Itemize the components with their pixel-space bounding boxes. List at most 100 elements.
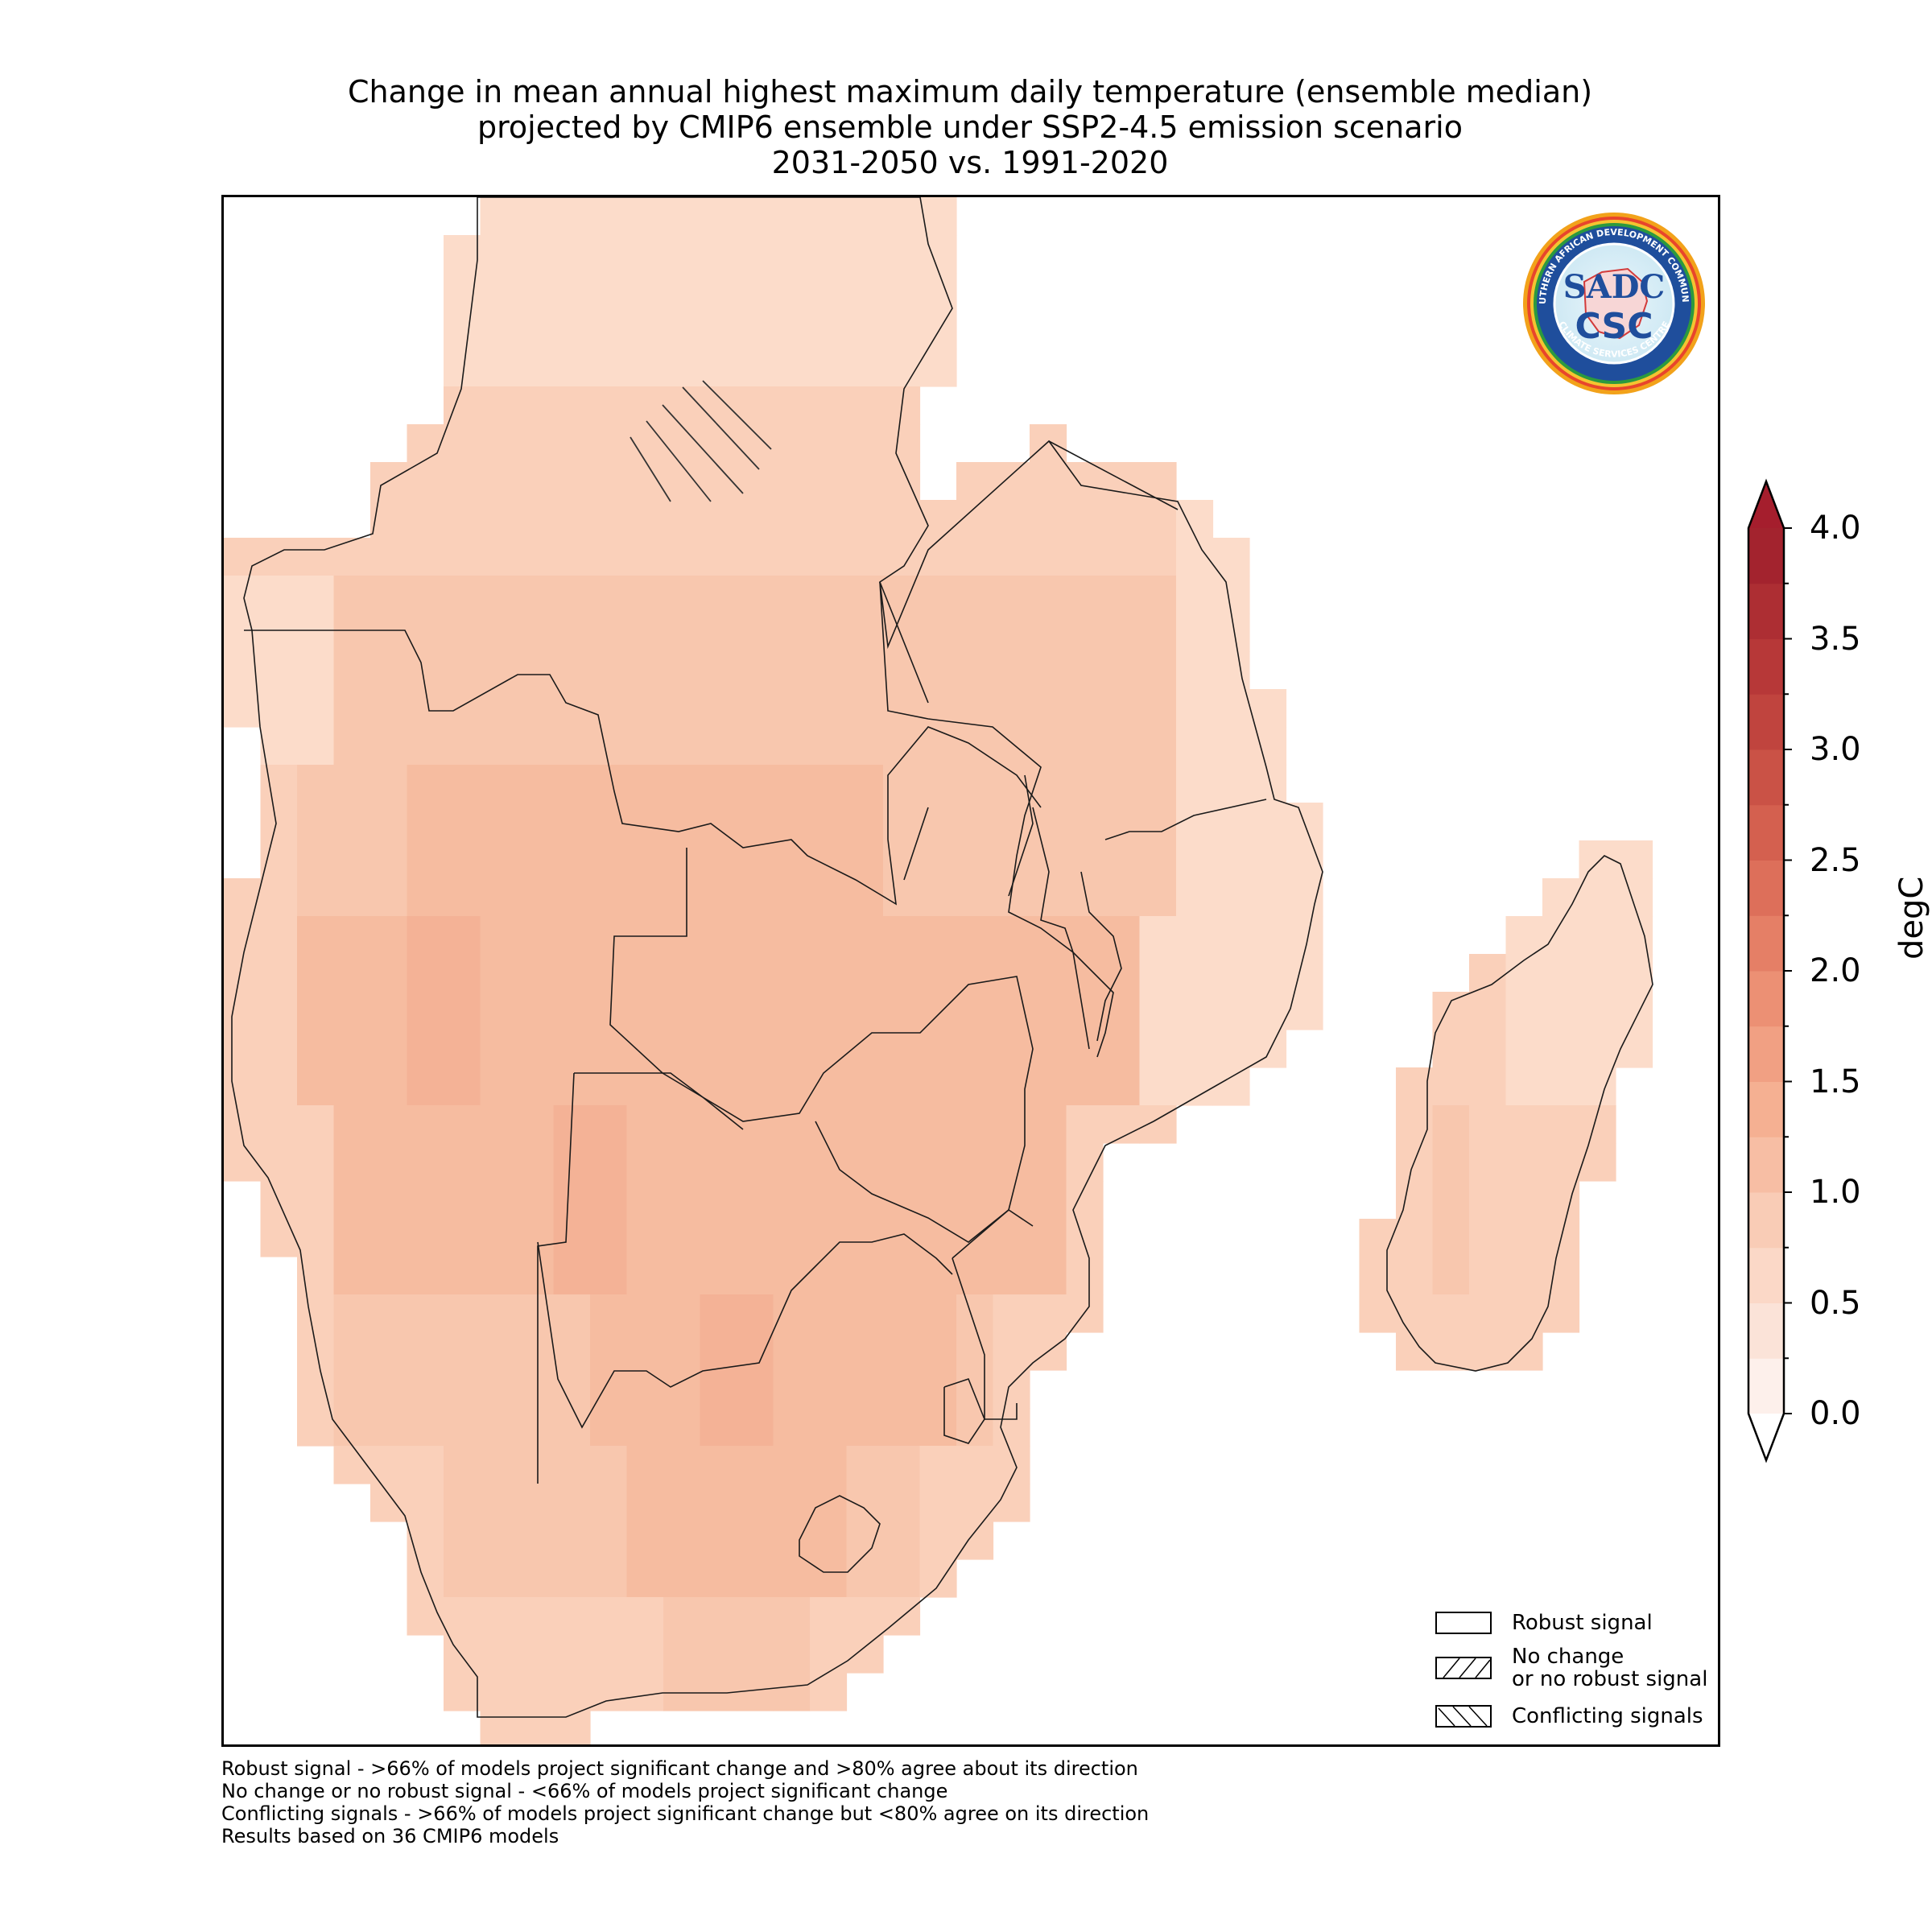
grid-cell [444,1294,481,1333]
grid-cell [370,992,408,1030]
grid-cell [407,1597,444,1636]
grid-cell [480,1105,518,1144]
grid-cell [517,613,555,652]
grid-cell [1030,1067,1067,1106]
grid-cell [224,689,262,728]
grid-cell [993,1257,1030,1295]
grid-cell [297,954,335,993]
grid-cell [846,840,884,879]
legend-no-change-line1: No change [1512,1645,1624,1669]
grid-cell [1066,954,1104,993]
grid-cell [883,1181,921,1220]
grid-cell [297,1067,335,1106]
grid-cell [810,1635,848,1674]
grid-cell [370,1219,408,1257]
grid-cell [737,538,774,576]
grid-cell [517,954,555,993]
grid-cell [810,311,848,349]
grid-cell [297,1294,335,1333]
grid-cell [1249,727,1287,766]
grid-cell [773,576,811,614]
grid-cell [480,538,518,576]
grid-cell [626,1143,664,1182]
grid-cell [700,765,737,803]
grid-cell [810,1030,848,1068]
legend-no-change-swatch [1435,1657,1492,1679]
grid-cell [1066,651,1104,690]
grid-cell [444,613,481,652]
grid-cell [553,840,591,879]
grid-cell [407,1521,444,1560]
grid-cell [1176,878,1214,917]
grid-cell [297,992,335,1030]
grid-cell [846,1219,884,1257]
grid-cell [553,1219,591,1257]
grid-cell [626,1030,664,1068]
grid-cell [480,803,518,841]
grid-cell [737,273,774,312]
grid-cell [626,1332,664,1371]
grid-cell [626,651,664,690]
grid-cell [1139,1030,1177,1068]
grid-cell [444,840,481,879]
grid-cell [773,1105,811,1144]
grid-cell [517,1257,555,1295]
grid-cell [590,349,628,387]
grid-cell [590,500,628,539]
grid-cell [1432,1219,1470,1257]
grid-cell [480,235,518,274]
grid-cell [1103,500,1141,539]
grid-cell [407,1219,444,1257]
colorbar-tick-label: 2.0 [1810,952,1861,989]
grid-cell [480,1143,518,1182]
grid-cell [810,1408,848,1447]
country-border [244,630,897,906]
grid-cell [956,651,994,690]
grid-cell [407,1181,444,1220]
sadc-csc-logo: SOUTHERN AFRICAN DEVELOPMENT COMMUNITY C… [1521,211,1705,394]
grid-cell [993,689,1030,728]
legend-robust-swatch [1435,1612,1492,1634]
grid-cell [517,803,555,841]
grid-cell [810,1446,848,1484]
grid-cell [700,1597,737,1636]
grid-cell [663,954,701,993]
grid-cell [517,1181,555,1220]
grid-cell [444,1559,481,1598]
grid-cell [517,1559,555,1598]
grid-cell [883,1030,921,1068]
grid-cell [737,1484,774,1522]
grid-cell [663,1143,701,1182]
grid-cell [407,803,444,841]
grid-cell [553,235,591,274]
grid-cell [956,1408,994,1447]
grid-cell [1066,727,1104,766]
grid-cell [1505,992,1543,1030]
grid-cell [663,1559,701,1598]
grid-cell [333,1143,371,1182]
grid-cell [626,1484,664,1522]
grid-cell [480,386,518,425]
grid-cell [700,651,737,690]
grid-cell [919,1143,957,1182]
grid-cell [480,1219,518,1257]
grid-cell [1103,840,1141,879]
grid-cell [553,197,591,236]
grid-cell [517,1219,555,1257]
grid-cell [297,651,335,690]
grid-cell [480,1030,518,1068]
grid-cell [773,1370,811,1409]
grid-cell [480,1370,518,1409]
grid-cell [1249,689,1287,728]
grid-cell [444,1484,481,1522]
grid-cell [993,878,1030,917]
grid-cell [626,197,664,236]
grid-cell [700,916,737,955]
grid-cell [773,992,811,1030]
grid-cell [407,1143,444,1182]
grid-cell [1176,500,1214,539]
grid-cell [626,538,664,576]
grid-cell [480,1559,518,1598]
grid-cell [993,954,1030,993]
grid-cell [810,1559,848,1598]
